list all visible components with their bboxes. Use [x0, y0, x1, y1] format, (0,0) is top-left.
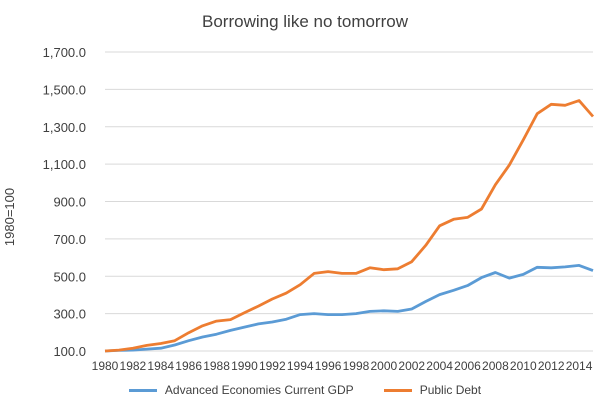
y-axis-ticks: 100.0 300.0 500.0 700.0 900.0 1,100.0 1,300.0 1…	[43, 45, 86, 359]
legend-swatch-gdp	[128, 388, 157, 392]
y-axis-label: 1980=100	[2, 188, 17, 246]
x-tick-label: 1992	[259, 359, 286, 373]
x-tick-label: 2012	[538, 359, 565, 373]
x-tick-label: 1982	[120, 359, 147, 373]
x-tick-label: 1986	[175, 359, 202, 373]
y-tick-label: 300.0	[53, 307, 86, 322]
x-tick-label: 2006	[454, 359, 481, 373]
y-tick-label: 1,300.0	[43, 120, 86, 135]
x-tick-label: 2014	[566, 359, 593, 373]
x-tick-label: 1988	[203, 359, 230, 373]
legend-swatch-debt	[383, 388, 412, 392]
x-tick-label: 2010	[510, 359, 537, 373]
y-tick-label: 100.0	[53, 344, 86, 359]
legend-item-debt: Public Debt	[383, 383, 482, 397]
x-tick-label: 2004	[426, 359, 453, 373]
y-tick-label: 1,100.0	[43, 157, 86, 172]
series-lines	[104, 99, 595, 353]
x-tick-label: 1998	[343, 359, 370, 373]
y-tick-label: 900.0	[53, 195, 86, 210]
x-tick-label: 2002	[398, 359, 425, 373]
y-tick-label: 500.0	[53, 269, 86, 284]
chart-title: Borrowing like no tomorrow	[202, 12, 408, 31]
x-tick-label: 1984	[147, 359, 174, 373]
y-tick-label: 700.0	[53, 232, 86, 247]
x-tick-label: 1996	[315, 359, 342, 373]
series-line-public-debt	[104, 99, 595, 353]
x-tick-label: 2008	[482, 359, 509, 373]
y-tick-label: 1,700.0	[43, 45, 86, 60]
legend-label-gdp: Advanced Economies Current GDP	[164, 383, 354, 397]
x-tick-label: 1980	[92, 359, 119, 373]
x-tick-label: 1994	[287, 359, 314, 373]
x-axis-ticks: 1980 1982 1984 1986 1988 1990 1992 1994 1996 1998…	[92, 359, 593, 373]
series-line-gdp	[104, 263, 594, 353]
y-tick-label: 1,500.0	[43, 82, 86, 97]
legend-label-debt: Public Debt	[419, 383, 482, 397]
x-tick-label: 2000	[371, 359, 398, 373]
legend: Advanced Economies Current GDP Public De…	[0, 383, 610, 397]
legend-item-gdp: Advanced Economies Current GDP	[128, 383, 354, 397]
x-tick-label: 1990	[231, 359, 258, 373]
